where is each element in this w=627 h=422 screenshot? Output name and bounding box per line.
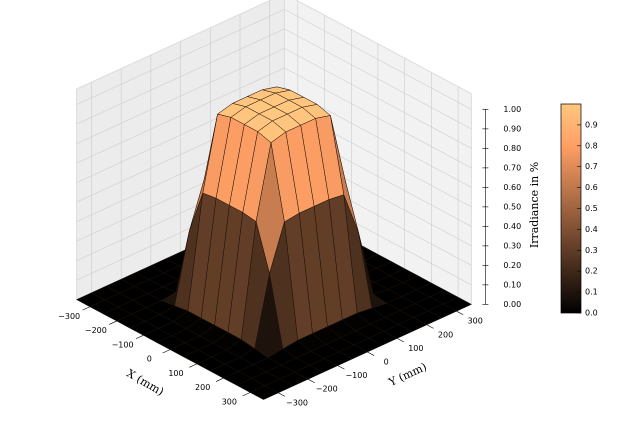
grid-line <box>76 67 472 169</box>
z-tick-label: 0.20 <box>503 261 521 270</box>
y-tick-label: −200 <box>316 385 338 394</box>
x-tick <box>189 363 197 368</box>
x-tick-label: 0 <box>147 355 152 364</box>
y-tick-label: 300 <box>468 317 483 326</box>
x-tick-label: 200 <box>195 383 210 392</box>
y-tick-label: 200 <box>438 330 453 339</box>
y-tick <box>278 392 286 397</box>
grid-line <box>76 9 472 110</box>
x-tick-label: 100 <box>168 369 183 378</box>
x-tick-label: 300 <box>222 397 237 406</box>
colorbar-tick-label: 0.7 <box>585 162 598 171</box>
x-tick-label: −200 <box>85 326 107 335</box>
y-tick <box>397 338 404 343</box>
x-tick <box>109 320 117 325</box>
colorbar-tick-label: 0.5 <box>585 204 598 213</box>
z-tick-label: 0.90 <box>503 124 521 133</box>
y-axis-label: Y (mm) <box>386 360 429 389</box>
colorbar-tick-label: 0.4 <box>585 225 598 234</box>
z-tick-label: 0.80 <box>503 144 521 153</box>
y-tick-label: −100 <box>345 371 367 380</box>
z-tick-label: 0.60 <box>503 183 521 192</box>
x-tick <box>215 377 224 382</box>
z-tick-label: 0.50 <box>503 202 521 211</box>
colorbar-tick-label: 0.0 <box>585 309 598 318</box>
y-tick <box>367 351 375 356</box>
z-tick-label: 0.10 <box>503 280 521 289</box>
z-tick-label: 0.40 <box>503 222 521 231</box>
y-tick <box>456 310 464 316</box>
z-tick-label: 1.00 <box>503 105 521 114</box>
y-tick-label: 100 <box>408 344 423 353</box>
grid-line <box>76 48 472 149</box>
x-tick-label: −100 <box>112 340 134 349</box>
y-tick-label: −300 <box>286 398 308 407</box>
colorbar-tick-label: 0.9 <box>585 120 598 129</box>
z-tick-label: 0.00 <box>503 300 521 309</box>
x-axis-label: X (mm) <box>124 367 166 399</box>
colorbar-tick-label: 0.8 <box>585 141 598 150</box>
x-tick <box>82 306 91 311</box>
x-tick-label: −300 <box>58 312 80 321</box>
colorbar-tick-label: 0.1 <box>585 288 598 297</box>
grid-line <box>76 28 472 130</box>
z-tick-label: 0.70 <box>503 163 521 172</box>
y-tick <box>307 378 315 384</box>
grid-line <box>76 87 472 188</box>
colorbar-tick-label: 0.6 <box>585 183 598 192</box>
y-tick <box>426 324 434 329</box>
x-tick <box>162 349 171 354</box>
x-tick <box>242 392 251 397</box>
z-tick-label: 0.30 <box>503 241 521 250</box>
y-tick <box>337 365 345 370</box>
colorbar-tick-label: 0.3 <box>585 246 598 255</box>
x-tick <box>135 335 144 339</box>
colorbar-tick-label: 0.2 <box>585 267 598 276</box>
y-tick-label: 0 <box>384 357 389 366</box>
z-axis-label: Irradiance in % <box>528 162 541 248</box>
